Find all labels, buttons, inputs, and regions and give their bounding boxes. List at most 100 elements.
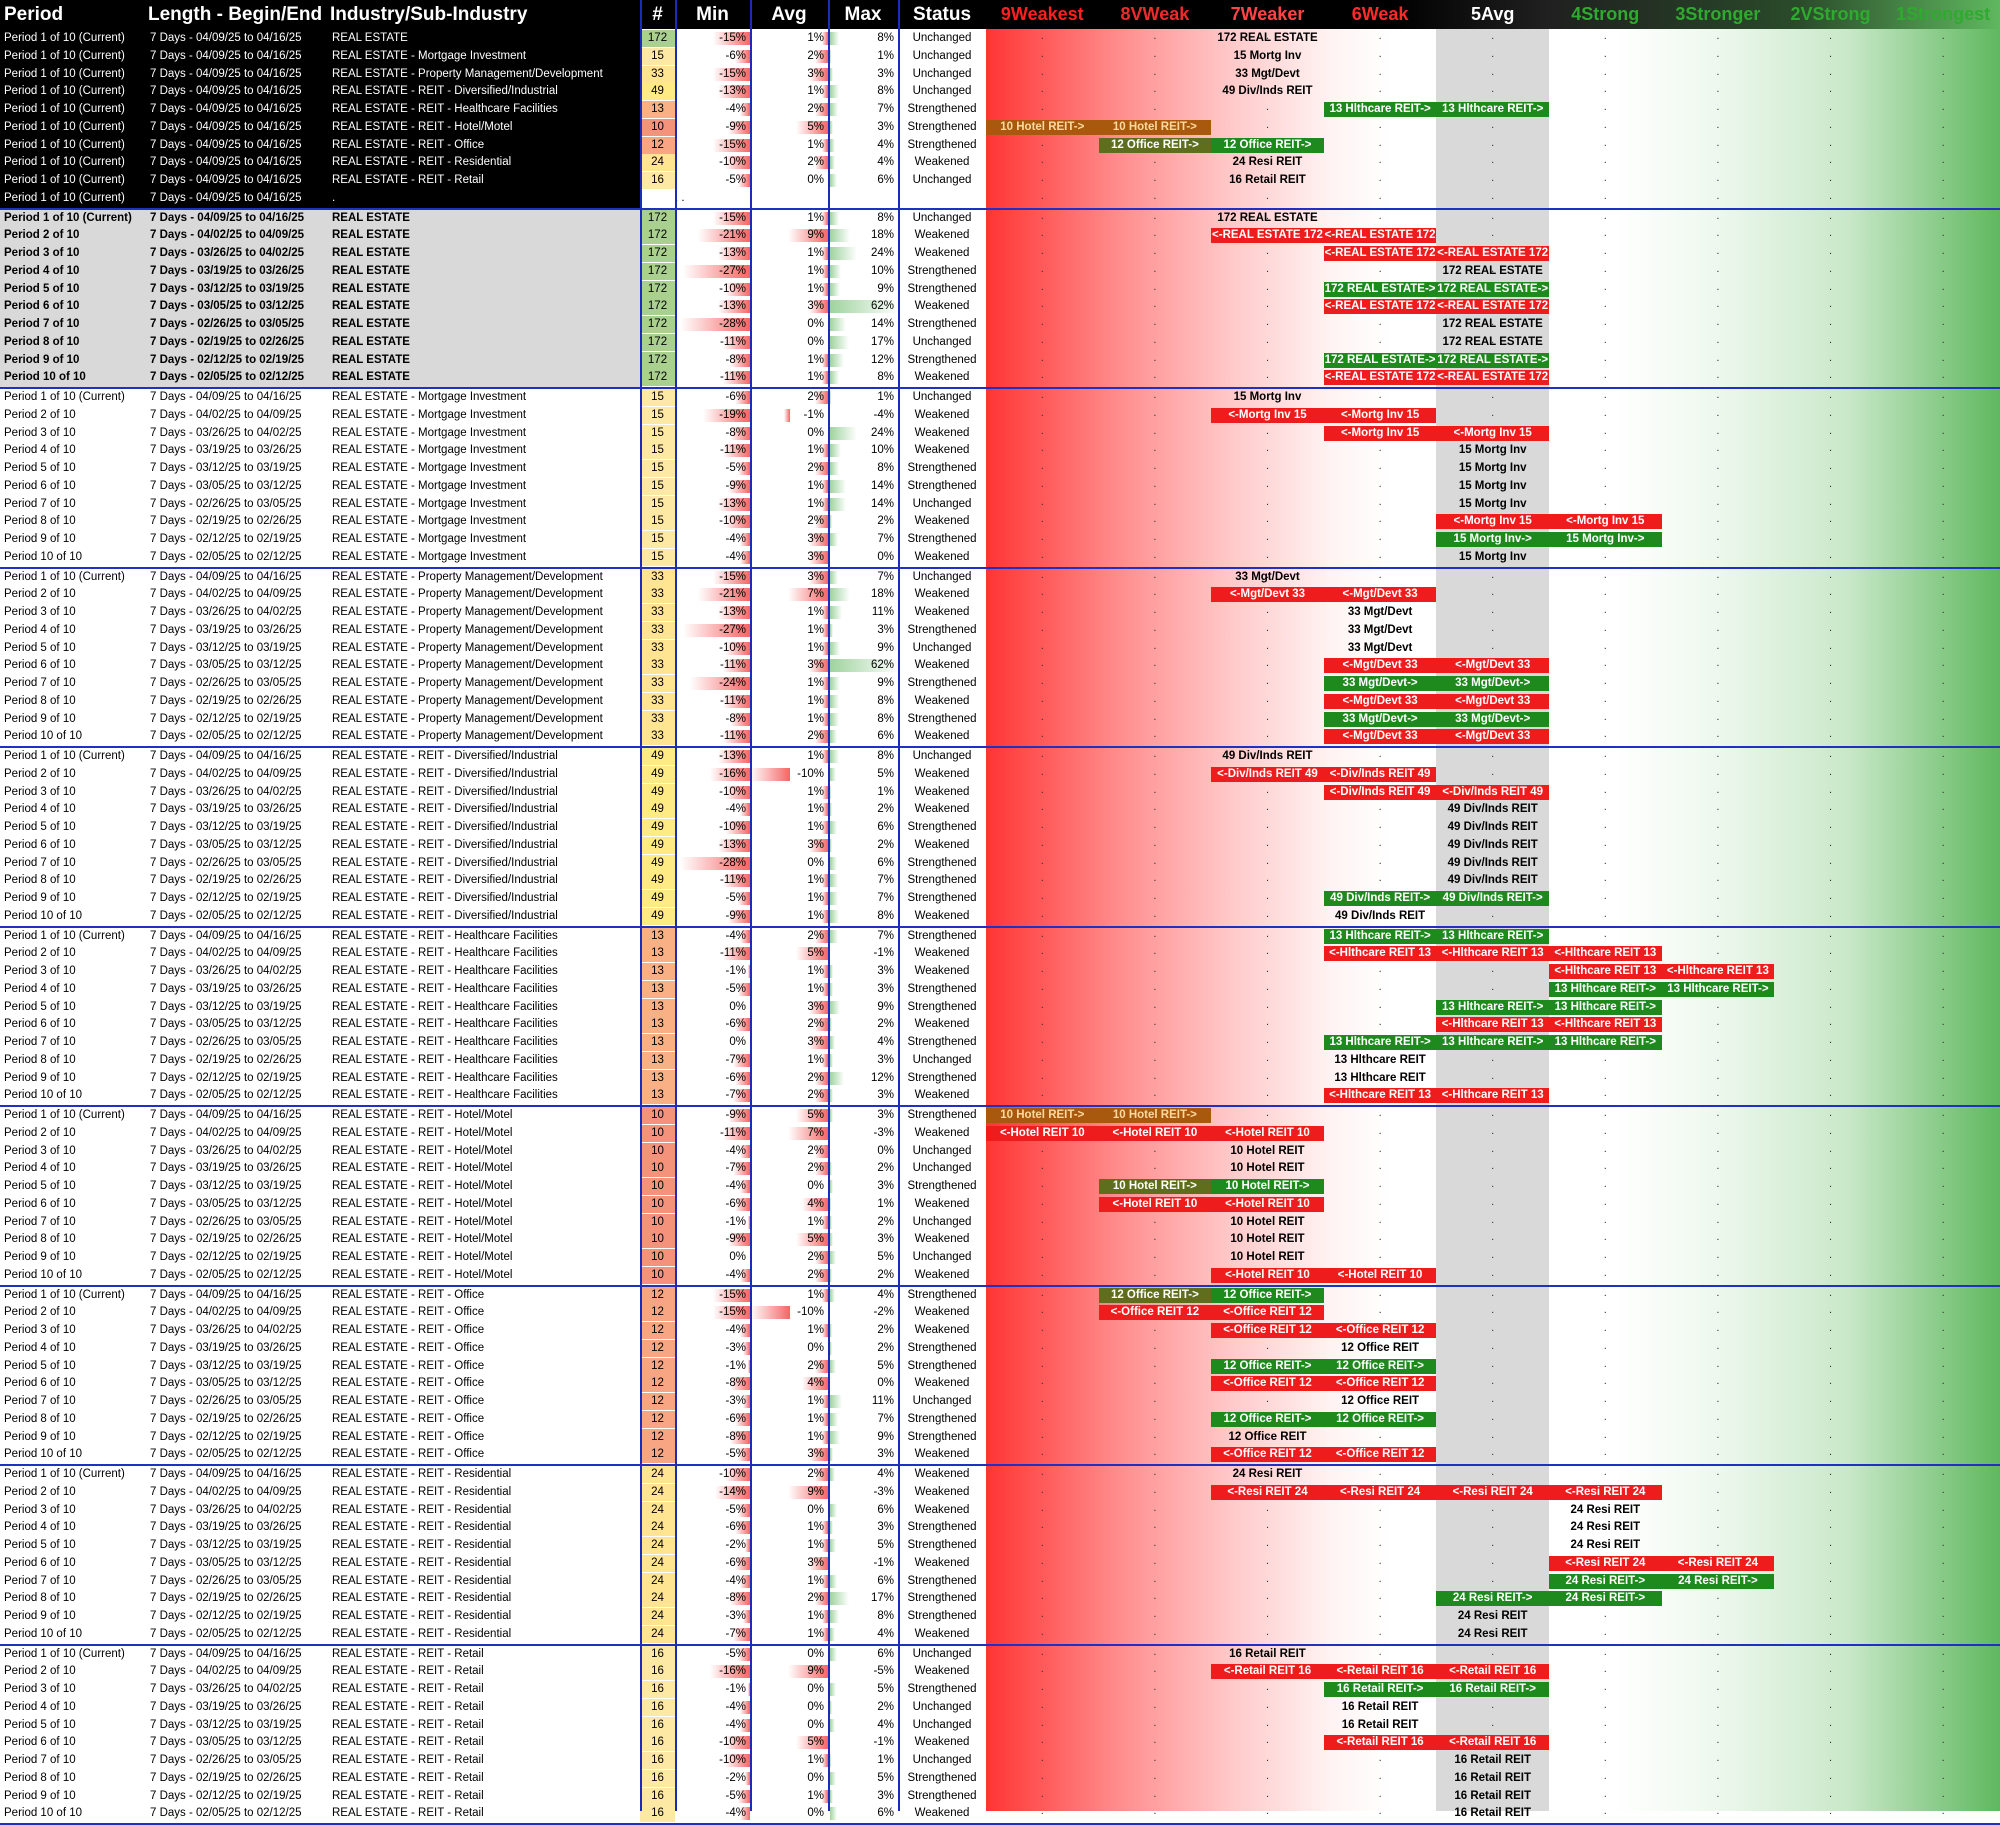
bucket-chip[interactable]: 33 Mgt/Devt-> xyxy=(1436,711,1549,727)
table-row[interactable]: Period 5 of 10 7 Days - 03/12/25 to 03/19… xyxy=(0,1537,2000,1555)
table-row[interactable]: Period 7 of 10 7 Days - 02/26/25 to 03/05… xyxy=(0,1034,2000,1052)
bucket-chip[interactable]: 13 Hlthcare REIT-> xyxy=(1549,981,1662,997)
table-row[interactable]: Period 6 of 10 7 Days - 03/05/25 to 03/12… xyxy=(0,657,2000,675)
header-count[interactable]: # xyxy=(640,0,675,29)
bucket-chip[interactable]: <-REAL ESTATE 172 xyxy=(1436,299,1549,315)
bucket-chip[interactable]: 33 Mgt/Devt xyxy=(1235,67,1300,80)
bucket-chip[interactable]: 15 Mortg Inv xyxy=(1458,462,1527,474)
header-bucket-1[interactable]: 9Weakest xyxy=(1000,4,1084,24)
bucket-chip[interactable]: 10 Hotel REIT-> xyxy=(1098,1108,1212,1123)
bucket-chip[interactable]: 13 Hlthcare REIT-> xyxy=(1323,1035,1437,1050)
table-row[interactable]: Period 3 of 10 7 Days - 03/26/25 to 04/02… xyxy=(0,963,2000,981)
bucket-chip[interactable]: 33 Mgt/Devt xyxy=(1347,606,1413,618)
table-row[interactable]: Period 2 of 10 7 Days - 04/02/25 to 04/09… xyxy=(0,1124,2000,1143)
bucket-chip[interactable]: <-Hotel REIT 10 xyxy=(1098,1125,1212,1141)
header-industry[interactable]: Industry/Sub-Industry xyxy=(330,0,640,29)
table-row[interactable]: Period 3 of 10 7 Days - 03/26/25 to 04/02… xyxy=(0,1142,2000,1161)
table-row[interactable]: Period 1 of 10 (Current) 7 Days - 04/09/2… xyxy=(0,118,2000,137)
table-row[interactable]: Period 2 of 10 7 Days - 04/02/25 to 04/09… xyxy=(0,406,2000,425)
bucket-chip[interactable]: 24 Resi REIT xyxy=(1570,1503,1641,1516)
table-row[interactable]: Period 8 of 10 7 Days - 02/19/25 to 02/26… xyxy=(0,333,2000,352)
bucket-chip[interactable]: <-Div/Inds REIT 49 xyxy=(1323,784,1437,800)
bucket-chip[interactable]: 49 Div/Inds REIT xyxy=(1447,874,1538,887)
bucket-chip[interactable]: 12 Office REIT-> xyxy=(1323,1411,1437,1427)
bucket-chip[interactable]: 13 Hlthcare REIT-> xyxy=(1436,102,1549,117)
bucket-chip[interactable]: 16 Retail REIT-> xyxy=(1436,1682,1549,1697)
table-row[interactable]: Period 8 of 10 7 Days - 02/19/25 to 02/26… xyxy=(0,513,2000,531)
bucket-chip[interactable]: 49 Div/Inds REIT xyxy=(1447,838,1538,851)
bucket-chip[interactable]: <-Mgt/Devt 33 xyxy=(1323,729,1437,745)
bucket-chip[interactable]: <-Resi REIT 24 xyxy=(1323,1484,1437,1500)
bucket-chip[interactable]: <-Hlthcare REIT 13 xyxy=(1549,946,1662,962)
header-avg[interactable]: Avg xyxy=(750,0,828,29)
bucket-chip[interactable]: <-REAL ESTATE 172 xyxy=(1323,370,1437,386)
bucket-chip[interactable]: <-Mortg Inv 15 xyxy=(1211,407,1324,423)
bucket-chip[interactable]: <-Hotel REIT 10 xyxy=(986,1125,1099,1141)
bucket-chip[interactable]: 172 REAL ESTATE-> xyxy=(1323,281,1437,297)
bucket-chip[interactable]: <-REAL ESTATE 172 xyxy=(1323,228,1437,244)
bucket-chip[interactable]: 13 Hlthcare REIT-> xyxy=(1549,999,1662,1015)
bucket-chip[interactable]: 12 Office REIT-> xyxy=(1211,1358,1324,1374)
bucket-chip[interactable]: <-Mgt/Devt 33 xyxy=(1323,658,1437,674)
bucket-chip[interactable]: 12 Office REIT xyxy=(1228,1430,1307,1443)
table-row[interactable]: Period 10 of 10 7 Days - 02/05/25 to 02/1… xyxy=(0,1087,2000,1105)
bucket-chip[interactable]: <-Office REIT 12 xyxy=(1098,1305,1212,1321)
bucket-chip[interactable]: 10 Hotel REIT xyxy=(1230,1162,1305,1175)
table-row[interactable]: Period 1 of 10 (Current) 7 Days - 04/09/2… xyxy=(0,568,2000,587)
bucket-chip[interactable]: 16 Retail REIT xyxy=(1341,1718,1419,1731)
table-row[interactable]: Period 6 of 10 7 Days - 03/05/25 to 03/12… xyxy=(0,1375,2000,1393)
table-row[interactable]: Period 1 of 10 (Current) 7 Days - 04/09/2… xyxy=(0,748,2000,766)
table-row[interactable]: Period 8 of 10 7 Days - 02/19/25 to 02/26… xyxy=(0,1410,2000,1429)
bucket-chip[interactable]: 10 Hotel REIT xyxy=(1230,1233,1305,1246)
table-row[interactable]: Period 1 of 10 (Current) 7 Days - 04/09/2… xyxy=(0,1466,2000,1484)
bucket-chip[interactable]: <-Hotel REIT 10 xyxy=(1211,1267,1324,1283)
bucket-chip[interactable]: 12 Office REIT-> xyxy=(1211,1287,1324,1303)
bucket-chip[interactable]: <-Office REIT 12 xyxy=(1211,1447,1324,1463)
table-row[interactable]: Period 9 of 10 7 Days - 02/12/25 to 02/19… xyxy=(0,1069,2000,1088)
table-row[interactable]: Period 10 of 10 7 Days - 02/05/25 to 02/1… xyxy=(0,1266,2000,1285)
table-row[interactable]: Period 8 of 10 7 Days - 02/19/25 to 02/26… xyxy=(0,872,2000,890)
bucket-chip[interactable]: <-Resi REIT 24 xyxy=(1549,1484,1662,1500)
table-row[interactable]: Period 1 of 10 (Current) 7 Days - 04/09/2… xyxy=(0,1286,2000,1305)
table-row[interactable]: Period 5 of 10 7 Days - 03/12/25 to 03/19… xyxy=(0,639,2000,658)
bucket-chip[interactable]: <-Hlthcare REIT 13 xyxy=(1661,964,1775,979)
bucket-chip[interactable]: 16 Retail REIT xyxy=(1341,1700,1419,1713)
bucket-chip[interactable]: 172 REAL ESTATE xyxy=(1442,264,1543,277)
table-row[interactable]: Period 1 of 10 (Current) 7 Days - 04/09/2… xyxy=(0,1107,2000,1125)
table-row[interactable]: Period 9 of 10 7 Days - 02/12/25 to 02/19… xyxy=(0,1787,2000,1806)
bucket-chip[interactable]: <-REAL ESTATE 172 xyxy=(1436,246,1549,261)
bucket-chip[interactable]: <-REAL ESTATE 172 xyxy=(1323,299,1437,315)
table-row[interactable]: Period 9 of 10 7 Days - 02/12/25 to 02/19… xyxy=(0,710,2000,729)
bucket-chip[interactable]: <-Hlthcare REIT 13 xyxy=(1436,1088,1549,1104)
bucket-chip[interactable]: 24 Resi REIT xyxy=(1457,1610,1528,1622)
bucket-chip[interactable]: 15 Mortg Inv xyxy=(1458,479,1527,492)
bucket-chip[interactable]: 172 REAL ESTATE-> xyxy=(1323,352,1437,368)
bucket-chip[interactable]: 33 Mgt/Devt-> xyxy=(1323,676,1437,691)
table-row[interactable]: Period 5 of 10 7 Days - 03/12/25 to 03/19… xyxy=(0,819,2000,837)
bucket-chip[interactable]: <-Mgt/Devt 33 xyxy=(1323,693,1437,709)
table-row[interactable]: Period 3 of 10 7 Days - 03/26/25 to 04/02… xyxy=(0,1322,2000,1340)
table-row[interactable]: Period 6 of 10 7 Days - 03/05/25 to 03/12… xyxy=(0,1734,2000,1752)
bucket-chip[interactable]: 24 Resi REIT-> xyxy=(1436,1591,1549,1607)
table-row[interactable]: Period 9 of 10 7 Days - 02/12/25 to 02/19… xyxy=(0,890,2000,908)
bucket-chip[interactable]: <-Hotel REIT 10 xyxy=(1211,1196,1324,1212)
table-row[interactable]: Period 4 of 10 7 Days - 03/19/25 to 03/26… xyxy=(0,442,2000,460)
table-row[interactable]: Period 5 of 10 7 Days - 03/12/25 to 03/19… xyxy=(0,1178,2000,1196)
table-row[interactable]: Period 1 of 10 (Current) 7 Days - 04/09/2… xyxy=(0,65,2000,84)
bucket-chip[interactable]: 13 Hlthcare REIT-> xyxy=(1549,1035,1662,1050)
table-row[interactable]: Period 8 of 10 7 Days - 02/19/25 to 02/26… xyxy=(0,1769,2000,1788)
table-row[interactable]: Period 1 of 10 (Current) 7 Days - 04/09/2… xyxy=(0,83,2000,101)
table-row[interactable]: Period 10 of 10 7 Days - 02/05/25 to 02/1… xyxy=(0,1805,2000,1823)
bucket-chip[interactable]: <-Office REIT 12 xyxy=(1211,1376,1324,1392)
bucket-chip[interactable]: <-Mortg Inv 15 xyxy=(1436,425,1549,441)
bucket-chip[interactable]: <-Hotel REIT 10 xyxy=(1323,1267,1437,1283)
table-row[interactable]: Period 4 of 10 7 Days - 03/19/25 to 03/26… xyxy=(0,980,2000,999)
bucket-chip[interactable]: 15 Mortg Inv-> xyxy=(1549,532,1662,547)
table-row[interactable]: Period 1 of 10 (Current) 7 Days - 04/09/2… xyxy=(0,927,2000,946)
bucket-chip[interactable]: <-Office REIT 12 xyxy=(1211,1323,1324,1338)
table-row[interactable]: Period 4 of 10 7 Days - 03/19/25 to 03/26… xyxy=(0,262,2000,281)
bucket-chip[interactable]: 49 Div/Inds REIT xyxy=(1447,856,1538,869)
table-row[interactable]: Period 3 of 10 7 Days - 03/26/25 to 04/02… xyxy=(0,1681,2000,1699)
header-bucket-2[interactable]: 8VWeak xyxy=(1120,4,1190,24)
bucket-chip[interactable]: <-Hlthcare REIT 13 xyxy=(1436,946,1549,962)
